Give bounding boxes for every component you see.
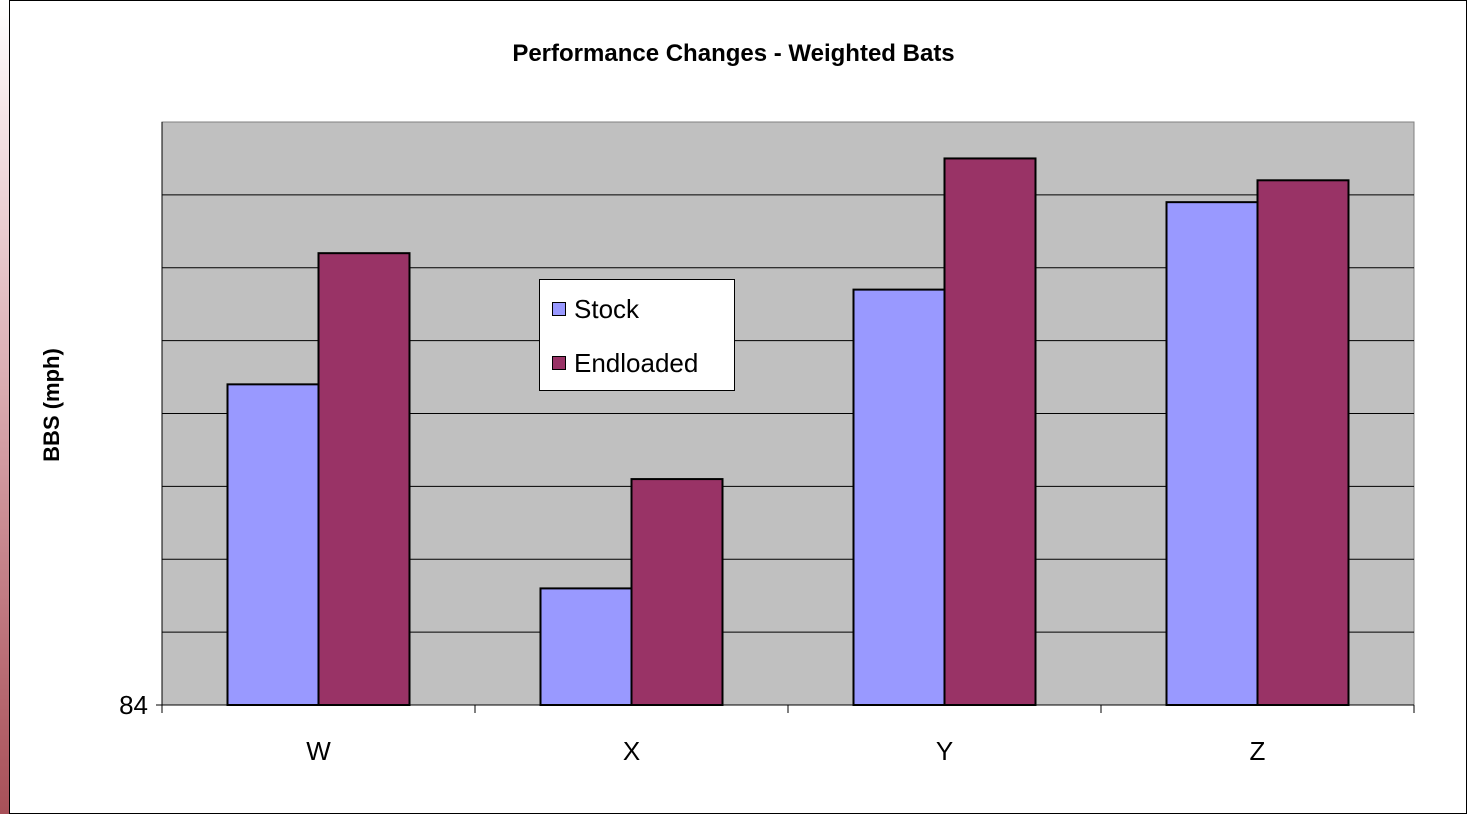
chart-title: Performance Changes - Weighted Bats xyxy=(512,40,955,67)
legend-swatch-stock xyxy=(552,302,566,316)
legend-item-stock: Stock xyxy=(552,294,639,324)
legend-label-endloaded: Endloaded xyxy=(574,347,699,378)
bar-endloaded-x xyxy=(630,478,724,706)
slide-edge-decoration xyxy=(0,0,9,814)
bar-stock-y xyxy=(852,288,946,706)
bar-endloaded-y xyxy=(943,157,1037,706)
y-tick-label: 84 xyxy=(119,690,148,720)
bar-endloaded-z xyxy=(1256,179,1350,707)
bar-stock-z xyxy=(1165,201,1259,706)
chart-legend: Stock Endloaded xyxy=(539,279,735,391)
legend-label-stock: Stock xyxy=(574,293,640,324)
legend-swatch-endloaded xyxy=(552,356,566,370)
x-tick-label-w: W xyxy=(306,736,331,766)
x-tick-label-y: Y xyxy=(936,736,953,766)
bar-endloaded-w xyxy=(317,252,411,707)
legend-item-endloaded: Endloaded xyxy=(552,348,698,378)
bar-stock-x xyxy=(539,587,633,707)
x-tick-label-z: Z xyxy=(1250,736,1266,766)
x-tick-label-x: X xyxy=(623,736,640,766)
bar-stock-w xyxy=(226,383,320,706)
